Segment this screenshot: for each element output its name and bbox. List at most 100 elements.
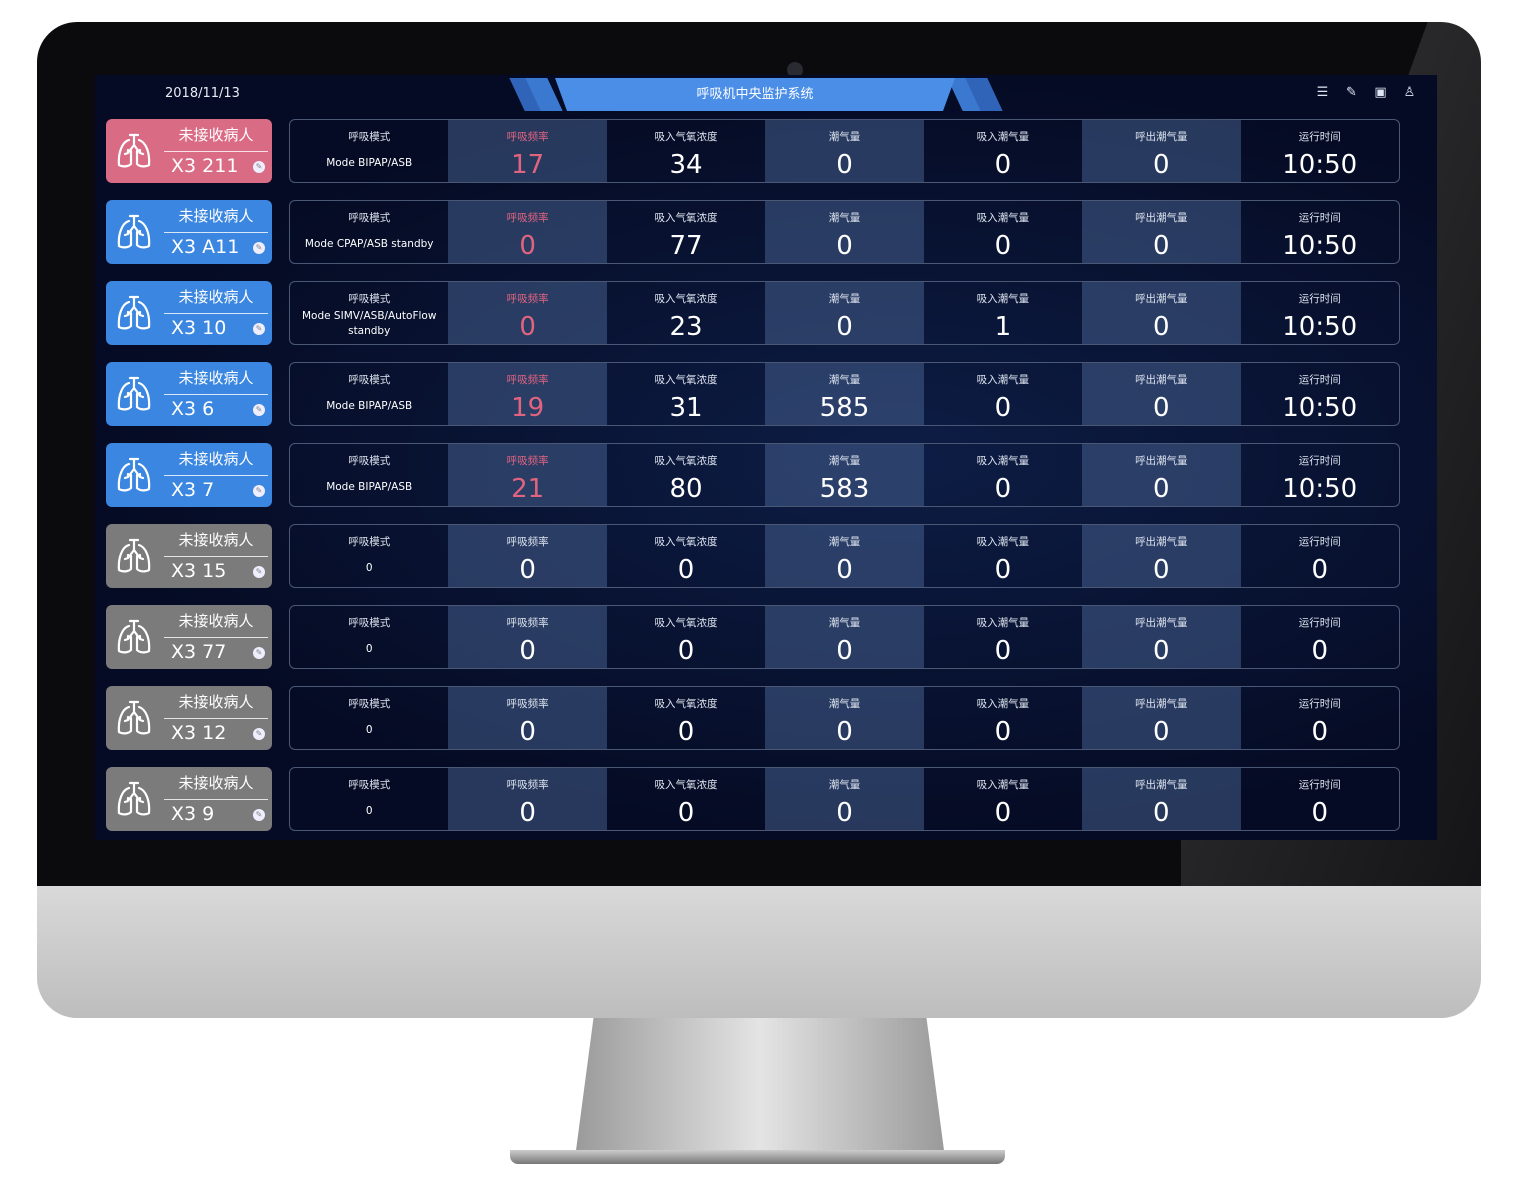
metric-cell: 吸入气氧浓度 0 xyxy=(607,768,765,830)
metric-cell: 吸入气氧浓度 80 xyxy=(607,444,765,506)
metric-cell: 呼吸频率 0 xyxy=(448,687,607,749)
metric-value: 19 xyxy=(511,393,545,423)
metric-value: 10:50 xyxy=(1282,474,1358,504)
metric-value: 0 xyxy=(365,805,373,817)
metric-label: 吸入气氧浓度 xyxy=(654,698,718,710)
list-icon[interactable]: ☰ xyxy=(1316,85,1329,100)
monitor-foot xyxy=(510,1150,1005,1164)
metric-value: 0 xyxy=(365,562,373,574)
edit-icon[interactable]: ✎ xyxy=(253,647,265,659)
metric-cell: 吸入潮气量 0 xyxy=(924,444,1082,506)
metric-label: 呼吸频率 xyxy=(506,698,549,710)
user-icon[interactable]: ♙ xyxy=(1403,85,1416,100)
metric-label: 吸入气氧浓度 xyxy=(654,536,718,548)
metric-label: 呼吸模式 xyxy=(348,617,391,629)
lung-icon xyxy=(114,212,154,252)
metric-label: 呼吸频率 xyxy=(506,617,549,629)
patient-card[interactable]: 未接收病人 X3 12 ✎ xyxy=(106,686,272,750)
metric-label: 呼吸频率 xyxy=(506,374,549,386)
edit-icon[interactable]: ✎ xyxy=(253,404,265,416)
device-id: X3 6 xyxy=(171,398,215,420)
metric-value: Mode BIPAP/ASB xyxy=(326,481,413,493)
metric-value: 0 xyxy=(1153,150,1170,180)
patient-card[interactable]: 未接收病人 X3 6 ✎ xyxy=(106,362,272,426)
metric-cell: 运行时间 10:50 xyxy=(1241,444,1399,506)
metric-cell: 呼出潮气量 0 xyxy=(1082,525,1241,587)
metrics-table: 呼吸模式 0 呼吸频率 0 吸入气氧浓度 0 潮气量 0 吸入潮气量 0 呼出潮… xyxy=(289,767,1400,831)
metric-cell: 运行时间 0 xyxy=(1241,606,1399,668)
patient-card[interactable]: 未接收病人 X3 7 ✎ xyxy=(106,443,272,507)
monitor-row: 未接收病人 X3 15 ✎ 呼吸模式 0 呼吸频率 0 吸入气氧浓度 0 潮气量… xyxy=(106,524,1400,588)
edit-icon[interactable]: ✎ xyxy=(253,728,265,740)
metric-value: 80 xyxy=(669,474,703,504)
metric-value: 0 xyxy=(1153,231,1170,261)
metric-cell: 潮气量 583 xyxy=(765,444,924,506)
metric-cell: 吸入气氧浓度 0 xyxy=(607,606,765,668)
metric-value: 0 xyxy=(836,798,853,828)
lung-icon xyxy=(114,455,154,495)
metric-value: Mode BIPAP/ASB xyxy=(326,400,413,412)
metric-cell: 运行时间 0 xyxy=(1241,525,1399,587)
metric-cell: 呼出潮气量 0 xyxy=(1082,606,1241,668)
patient-card[interactable]: 未接收病人 X3 15 ✎ xyxy=(106,524,272,588)
metric-label: 呼出潮气量 xyxy=(1135,212,1188,224)
metric-label: 吸入潮气量 xyxy=(976,617,1030,629)
metric-value: 10:50 xyxy=(1282,150,1358,180)
metric-label: 呼吸频率 xyxy=(506,293,549,305)
metric-value: 0 xyxy=(677,636,695,666)
metric-value: 10:50 xyxy=(1282,393,1358,423)
metrics-table: 呼吸模式 Mode CPAP/ASB standby 呼吸频率 0 吸入气氧浓度… xyxy=(289,200,1400,264)
patient-card[interactable]: 未接收病人 X3 10 ✎ xyxy=(106,281,272,345)
patient-status: 未接收病人 xyxy=(164,205,268,233)
device-id: X3 7 xyxy=(171,479,215,501)
edit-icon[interactable]: ✎ xyxy=(253,161,265,173)
edit-icon[interactable]: ✎ xyxy=(253,242,265,254)
lung-icon xyxy=(114,698,154,738)
patient-card[interactable]: 未接收病人 X3 211 ✎ xyxy=(106,119,272,183)
metric-label: 潮气量 xyxy=(828,131,861,143)
edit-icon[interactable]: ✎ xyxy=(253,809,265,821)
patient-status: 未接收病人 xyxy=(164,610,268,638)
device-id: X3 211 xyxy=(171,155,239,177)
metric-value: 0 xyxy=(519,636,536,666)
metric-value: 0 xyxy=(836,231,853,261)
metric-label: 潮气量 xyxy=(828,455,861,467)
metric-cell: 呼出潮气量 0 xyxy=(1082,768,1241,830)
metric-cell: 吸入气氧浓度 34 xyxy=(607,120,765,182)
patient-card[interactable]: 未接收病人 X3 9 ✎ xyxy=(106,767,272,831)
metric-cell: 呼吸模式 Mode BIPAP/ASB xyxy=(290,120,448,182)
metric-label: 潮气量 xyxy=(828,617,861,629)
metric-label: 运行时间 xyxy=(1298,374,1341,386)
metric-label: 呼吸模式 xyxy=(348,698,391,710)
lung-icon xyxy=(114,131,154,171)
patient-card[interactable]: 未接收病人 X3 77 ✎ xyxy=(106,605,272,669)
layout-icon[interactable]: ▣ xyxy=(1374,85,1387,100)
edit-icon[interactable]: ✎ xyxy=(253,485,265,497)
metrics-table: 呼吸模式 0 呼吸频率 0 吸入气氧浓度 0 潮气量 0 吸入潮气量 0 呼出潮… xyxy=(289,605,1400,669)
metric-label: 呼吸频率 xyxy=(506,779,549,791)
edit-icon[interactable]: ✎ xyxy=(253,323,265,335)
metric-cell: 呼出潮气量 0 xyxy=(1082,282,1241,344)
metric-value: 0 xyxy=(836,717,853,747)
metrics-table: 呼吸模式 Mode SIMV/ASB/AutoFlow standby 呼吸频率… xyxy=(289,281,1400,345)
metric-label: 潮气量 xyxy=(828,293,861,305)
metric-cell: 潮气量 0 xyxy=(765,525,924,587)
edit-icon[interactable]: ✎ xyxy=(1346,85,1357,100)
patient-card[interactable]: 未接收病人 X3 A11 ✎ xyxy=(106,200,272,264)
monitor-row: 未接收病人 X3 7 ✎ 呼吸模式 Mode BIPAP/ASB 呼吸频率 21… xyxy=(106,443,1400,507)
metric-value: 0 xyxy=(994,150,1012,180)
metric-label: 呼出潮气量 xyxy=(1135,617,1188,629)
metric-label: 呼出潮气量 xyxy=(1135,779,1188,791)
metric-label: 呼吸模式 xyxy=(348,536,391,548)
monitor-chin xyxy=(37,886,1481,1018)
monitor-row: 未接收病人 X3 6 ✎ 呼吸模式 Mode BIPAP/ASB 呼吸频率 19… xyxy=(106,362,1400,426)
metric-cell: 呼吸频率 0 xyxy=(448,606,607,668)
device-id: X3 77 xyxy=(171,641,227,663)
metric-cell: 呼吸模式 Mode CPAP/ASB standby xyxy=(290,201,448,263)
metric-cell: 运行时间 10:50 xyxy=(1241,363,1399,425)
edit-icon[interactable]: ✎ xyxy=(253,566,265,578)
metric-value: 0 xyxy=(994,555,1012,585)
metric-cell: 运行时间 10:50 xyxy=(1241,282,1399,344)
metric-label: 吸入潮气量 xyxy=(976,293,1030,305)
metric-value: 31 xyxy=(669,393,703,423)
